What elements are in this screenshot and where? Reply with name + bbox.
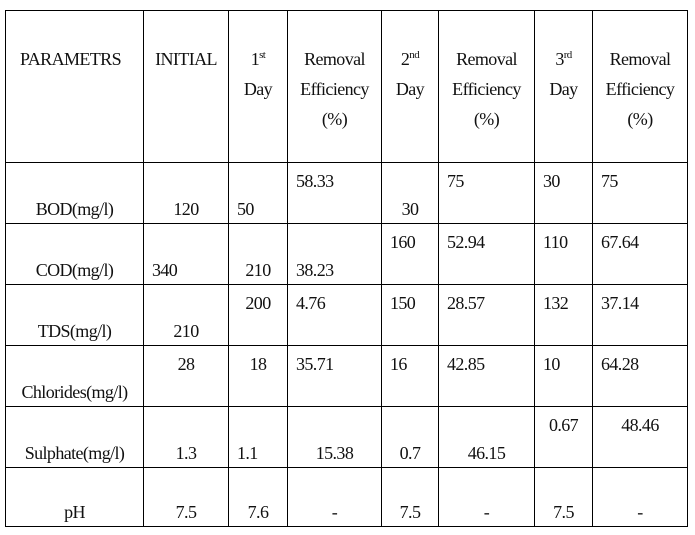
header-text: 2	[400, 49, 410, 69]
cell-value: 210	[143, 284, 229, 346]
header-text: PARAMETRS	[20, 49, 122, 69]
row-label: Chlorides(mg/l)	[5, 345, 144, 407]
header-text: Removal	[609, 49, 671, 69]
cell-value: 48.46	[592, 406, 688, 468]
cell-value: 37.14	[592, 284, 688, 346]
cell-value: 75	[592, 162, 688, 224]
header-text: Day	[243, 79, 273, 99]
table-row: pH 7.5 7.6-7.5-7.5-	[5, 467, 688, 527]
header-text: Removal	[456, 49, 517, 69]
header-text: Removal	[304, 49, 365, 69]
header-cell: Removal Efficiency (%)	[592, 10, 688, 163]
header-cell: Removal Efficiency (%)	[287, 10, 382, 163]
cell-value: 110	[534, 223, 593, 285]
row-label: Sulphate(mg/l)	[5, 406, 144, 468]
cell-value: 1.1	[228, 406, 288, 468]
cell-value: 160	[381, 223, 439, 285]
header-text: Day	[395, 79, 425, 99]
table-row: Sulphate(mg/l) 1.3 1.1 15.38 0.7 46.15 0.67 48.…	[5, 406, 688, 468]
header-text: 1	[250, 49, 260, 69]
cell-value: -	[592, 467, 688, 527]
cell-value: 30	[381, 162, 439, 224]
cell-value: 28	[143, 345, 229, 407]
header-text: Efficiency	[452, 79, 521, 99]
table-row: TDS(mg/l) 210 200 4.76 150 28.57 132 37.14	[5, 284, 688, 346]
cell-value: 46.15	[438, 406, 535, 468]
cell-value: 67.64	[592, 223, 688, 285]
header-text: Day	[549, 79, 578, 99]
cell-value: 200	[228, 284, 288, 346]
row-label: COD(mg/l)	[5, 223, 144, 285]
header-text: (%)	[627, 109, 653, 129]
header-superscript: nd	[409, 49, 420, 61]
header-text: INITIAL	[155, 49, 217, 69]
row-label: pH	[5, 467, 144, 527]
cell-value: 0.67	[534, 406, 593, 468]
cell-value: 15.38	[287, 406, 382, 468]
header-text: (%)	[473, 109, 500, 129]
row-label: TDS(mg/l)	[5, 284, 144, 346]
cell-value: 7.6	[228, 467, 288, 527]
cell-value: 120	[143, 162, 229, 224]
header-text: Efficiency	[300, 79, 369, 99]
cell-value: 64.28	[592, 345, 688, 407]
cell-value: 30	[534, 162, 593, 224]
header-text: (%)	[321, 109, 348, 129]
cell-value: 4.76	[287, 284, 382, 346]
cell-value: 210	[228, 223, 288, 285]
cell-value: 75	[438, 162, 535, 224]
table-body: BOD(mg/l) 120 50 58.33 30 75 30 75 COD(mg/l) 340 2…	[5, 162, 688, 527]
table-row: BOD(mg/l) 120 50 58.33 30 75 30 75	[5, 162, 688, 224]
cell-value: 58.33	[287, 162, 382, 224]
header-superscript: st	[259, 49, 266, 61]
cell-value: 132	[534, 284, 593, 346]
cell-value: -	[287, 467, 382, 527]
cell-value: 0.7	[381, 406, 439, 468]
cell-value: 150	[381, 284, 439, 346]
header-cell: INITIAL	[143, 10, 229, 163]
header-text: Efficiency	[605, 79, 675, 99]
data-table: PARAMETRS INITIAL 1st Day Removal Efficiency (…	[5, 10, 688, 527]
cell-value: 340	[143, 223, 229, 285]
cell-value: 7.5	[534, 467, 593, 527]
cell-value: 1.3	[143, 406, 229, 468]
cell-value: 42.85	[438, 345, 535, 407]
header-cell: PARAMETRS	[5, 10, 144, 163]
table-row: Chlorides(mg/l) 28 18 35.71 16 42.85 10 64.28	[5, 345, 688, 407]
header-cell: 3rd Day	[534, 10, 593, 163]
cell-value: -	[438, 467, 535, 527]
cell-value: 16	[381, 345, 439, 407]
cell-value: 10	[534, 345, 593, 407]
cell-value: 7.5	[143, 467, 229, 527]
header-cell: Removal Efficiency (%)	[438, 10, 535, 163]
header-cell: 2nd Day	[381, 10, 439, 163]
cell-value: 28.57	[438, 284, 535, 346]
header-superscript: rd	[563, 49, 573, 61]
cell-value: 35.71	[287, 345, 382, 407]
row-label: BOD(mg/l)	[5, 162, 144, 224]
cell-value: 50	[228, 162, 288, 224]
cell-value: 18	[228, 345, 288, 407]
cell-value: 38.23	[287, 223, 382, 285]
header-row: PARAMETRS INITIAL 1st Day Removal Efficiency (…	[5, 10, 688, 163]
header-text: 3	[555, 49, 564, 69]
cell-value: 52.94	[438, 223, 535, 285]
header-cell: 1st Day	[228, 10, 288, 163]
cell-value: 7.5	[381, 467, 439, 527]
table-row: COD(mg/l) 340 210 38.23 160 52.94 110 67.64	[5, 223, 688, 285]
